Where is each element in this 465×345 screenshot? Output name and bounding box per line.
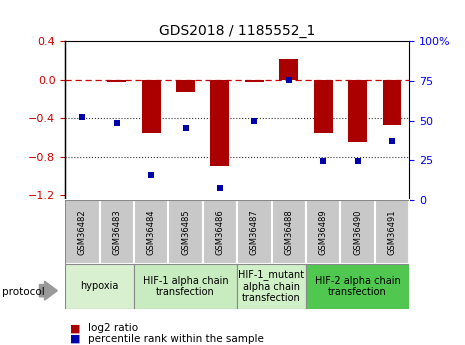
Bar	[176, 80, 195, 92]
Text: GSM36486: GSM36486	[215, 209, 225, 255]
Text: log2 ratio: log2 ratio	[88, 324, 139, 333]
Text: protocol: protocol	[2, 287, 45, 296]
Title: GDS2018 / 1185552_1: GDS2018 / 1185552_1	[159, 23, 315, 38]
Text: HIF-2 alpha chain
transfection: HIF-2 alpha chain transfection	[315, 276, 400, 297]
Bar	[383, 80, 401, 125]
Point	[388, 139, 396, 144]
Text: GSM36483: GSM36483	[112, 209, 121, 255]
Bar	[142, 80, 160, 133]
Point	[285, 77, 292, 83]
Text: GSM36491: GSM36491	[387, 209, 397, 255]
Point	[251, 119, 258, 124]
Bar	[134, 264, 237, 309]
Text: ■: ■	[70, 324, 80, 333]
Bar	[203, 200, 237, 264]
Bar	[375, 200, 409, 264]
Bar	[237, 200, 272, 264]
Bar	[100, 200, 134, 264]
Text: hypoxia: hypoxia	[80, 282, 119, 291]
Bar	[306, 264, 409, 309]
Text: HIF-1 alpha chain
transfection: HIF-1 alpha chain transfection	[143, 276, 228, 297]
Text: GSM36484: GSM36484	[146, 209, 156, 255]
Bar	[314, 80, 332, 133]
Text: GSM36485: GSM36485	[181, 209, 190, 255]
Text: GSM36488: GSM36488	[284, 209, 293, 255]
Bar	[107, 80, 126, 82]
Bar	[306, 200, 340, 264]
Bar	[340, 200, 375, 264]
Text: GSM36487: GSM36487	[250, 209, 259, 255]
Text: GSM36490: GSM36490	[353, 209, 362, 255]
Point	[182, 125, 189, 130]
Point	[354, 159, 361, 164]
Text: percentile rank within the sample: percentile rank within the sample	[88, 334, 264, 344]
Point	[79, 114, 86, 120]
Bar	[245, 80, 264, 82]
Point	[319, 159, 327, 164]
Text: GSM36489: GSM36489	[319, 209, 328, 255]
Bar	[211, 80, 229, 166]
Bar	[65, 200, 100, 264]
Point	[147, 172, 155, 178]
FancyArrow shape	[40, 281, 57, 300]
Bar	[65, 264, 134, 309]
Point	[113, 120, 120, 126]
Text: GSM36482: GSM36482	[78, 209, 87, 255]
Bar	[279, 59, 298, 80]
Point	[216, 185, 224, 190]
Text: HIF-1_mutant
alpha chain
transfection: HIF-1_mutant alpha chain transfection	[239, 269, 305, 303]
Bar	[348, 80, 367, 142]
Bar	[134, 200, 168, 264]
Text: ■: ■	[70, 334, 80, 344]
Bar	[272, 200, 306, 264]
Bar	[168, 200, 203, 264]
Bar	[237, 264, 306, 309]
